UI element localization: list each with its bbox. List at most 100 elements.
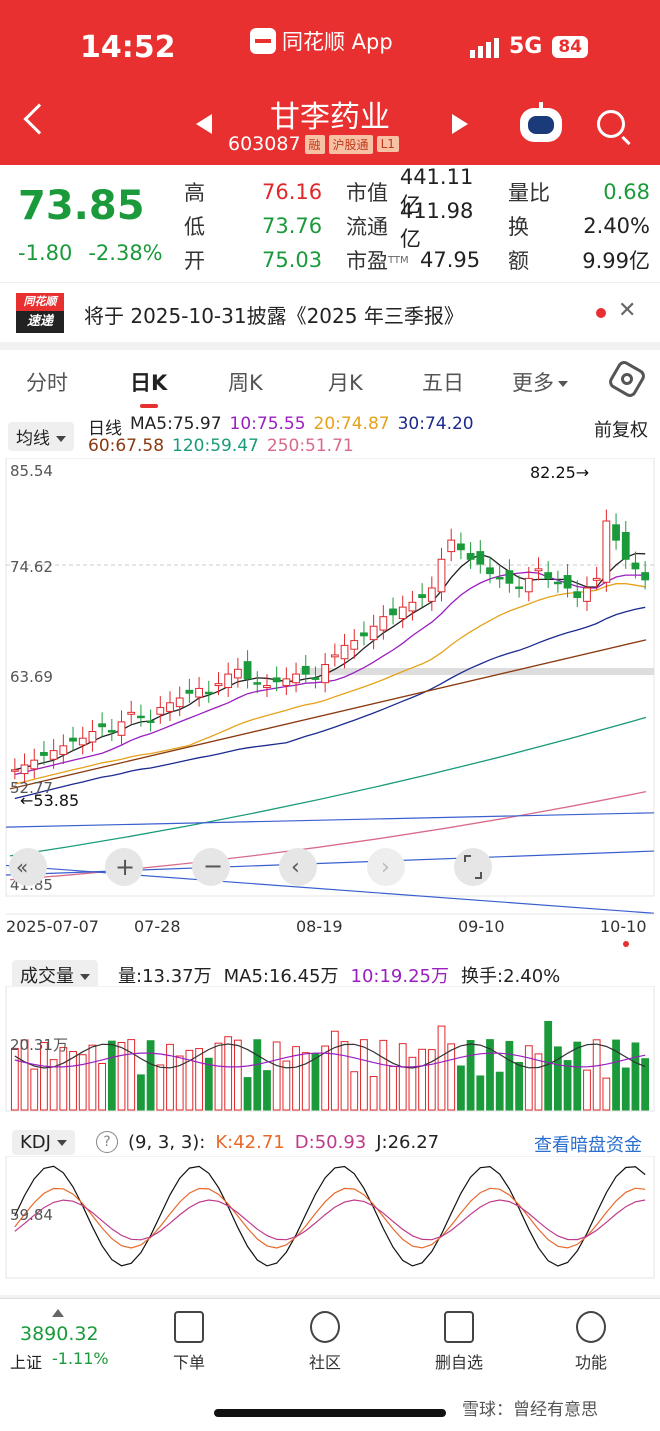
volume-turnover: 换手:2.40% [461,966,561,987]
indicator-select[interactable]: KDJ [12,1130,75,1155]
candle-body [78,737,87,746]
candle-body [495,576,504,580]
change-value: -1.80 [18,241,73,265]
help-icon[interactable]: ? [96,1131,118,1153]
volume-bar [30,1068,39,1111]
candle-body [486,567,494,575]
ma20-value: 20:74.87 [313,414,390,434]
index-value: 3890.32 [20,1323,99,1345]
collapse-button[interactable] [9,848,47,886]
ma250-value: 250:51.71 [266,436,354,456]
candle-body [544,572,553,579]
volume-bar [486,1039,494,1111]
volume-bar [641,1058,650,1111]
candle-body [408,601,417,612]
zoom-out-button[interactable] [192,848,230,886]
volume-bar [195,1048,203,1111]
volume-bar [505,1040,514,1111]
volume-bar [427,1049,436,1111]
close-icon[interactable]: ✕ [618,298,637,323]
volume-bar [175,1055,184,1111]
zoom-in-button[interactable] [105,848,143,886]
turnover-value: 2.40% [583,214,650,238]
tab-weekly[interactable]: 周K [228,371,263,395]
volume-bar [98,1062,107,1111]
volume-bar [583,1069,591,1111]
candle-body [59,745,68,755]
candle-body [379,616,388,631]
candle-body [612,524,620,541]
candle-body [330,654,339,658]
line-type-select[interactable]: 均线 [8,422,74,451]
candle-body [233,668,242,679]
nav-community[interactable]: 社区 [290,1311,360,1373]
candle-body [224,673,233,688]
candle-body [466,553,475,560]
index-change: -1.11% [52,1349,109,1368]
volume-select[interactable]: 成交量 [12,960,98,990]
volume-bar [466,1039,475,1111]
app-name: 同花顺 App [282,30,393,54]
volume-value: 量:13.37万 [118,966,212,987]
volume-bar [107,1040,116,1111]
candle-body [20,764,29,775]
candle-body [389,608,397,616]
search-icon[interactable] [597,110,625,138]
kdj-d-line [14,1199,646,1241]
ma60-line [9,639,647,790]
robot-assistant-icon[interactable] [520,102,562,142]
volume-bar [88,1044,97,1111]
volume-bar [263,1070,271,1111]
ma60-value: 60:67.58 [88,436,165,456]
volume-y-label: 20.31万 [10,1036,68,1054]
kline-chart[interactable]: 85.54 74.62 63.69 52.77 41.85 82.25→ ←53… [0,458,660,952]
volume-bar [156,1064,165,1111]
app-logo-icon [250,28,276,54]
volume-select-label: 成交量 [20,966,74,987]
nav-functions[interactable]: 功能 [556,1311,626,1373]
candle-body [127,711,136,715]
tab-5day[interactable]: 五日 [422,371,464,395]
chart-card: 分时 日K 周K 月K 五日 更多 均线 日线 MA5:75.97 10:75.… [0,350,660,1295]
news-badge-top: 同花顺 [16,293,64,311]
fullscreen-button[interactable] [454,848,492,886]
chevron-down-icon [558,381,568,387]
ma30-value: 30:74.20 [397,414,474,434]
candle-body [88,730,97,743]
volume-bar [78,1054,87,1111]
tab-daily[interactable]: 日K [130,371,168,395]
dark-pool-link[interactable]: 查看暗盘资金 [534,1135,642,1156]
index-widget[interactable]: 3890.32 上证 -1.11% [8,1307,109,1373]
tab-intraday[interactable]: 分时 [26,371,68,395]
candle-body [107,730,116,733]
scroll-right-button[interactable] [367,848,405,886]
candle-body [476,551,485,565]
announcement-bar[interactable]: 同花顺 速递 将于 2025-10-31披露《2025 年三季报》 [0,282,660,342]
nav-remove-watchlist[interactable]: 删自选 [424,1311,494,1373]
volume-bar [321,1045,330,1111]
volume-bar [117,1041,126,1111]
bottom-nav: 3890.32 上证 -1.11% 下单 社区 删自选 功能 雪球：曾经有意思 [0,1298,660,1431]
stock-code-row: 603087 融 沪股通 L1 [228,133,399,155]
low-value: 73.76 [262,214,323,238]
x-label-2: 08-19 [296,917,343,936]
tab-more[interactable]: 更多 [512,367,568,397]
volume-bar [602,1077,611,1111]
quote-col-misc: 量比 0.68 换 2.40% 额 9.99亿 [508,175,650,277]
ma120-line [9,716,647,857]
volume-bar [20,1039,29,1111]
period-tabs: 分时 日K 周K 月K 五日 更多 [0,350,660,410]
prev-stock-icon[interactable] [196,114,212,134]
candle-body [583,587,591,602]
next-stock-icon[interactable] [452,114,468,134]
candle-body [292,673,300,684]
scroll-left-button[interactable] [279,848,317,886]
kdj-chart: 59.84 [5,1156,655,1279]
adjust-mode[interactable]: 前复权 [594,420,648,441]
nav-order[interactable]: 下单 [154,1311,224,1373]
float-value: 411.98亿 [399,199,474,251]
chevron-left-icon: ‹ [291,855,300,880]
tab-monthly[interactable]: 月K [328,371,363,395]
turnover-label: 换 [508,215,529,239]
settings-icon[interactable] [606,358,648,400]
